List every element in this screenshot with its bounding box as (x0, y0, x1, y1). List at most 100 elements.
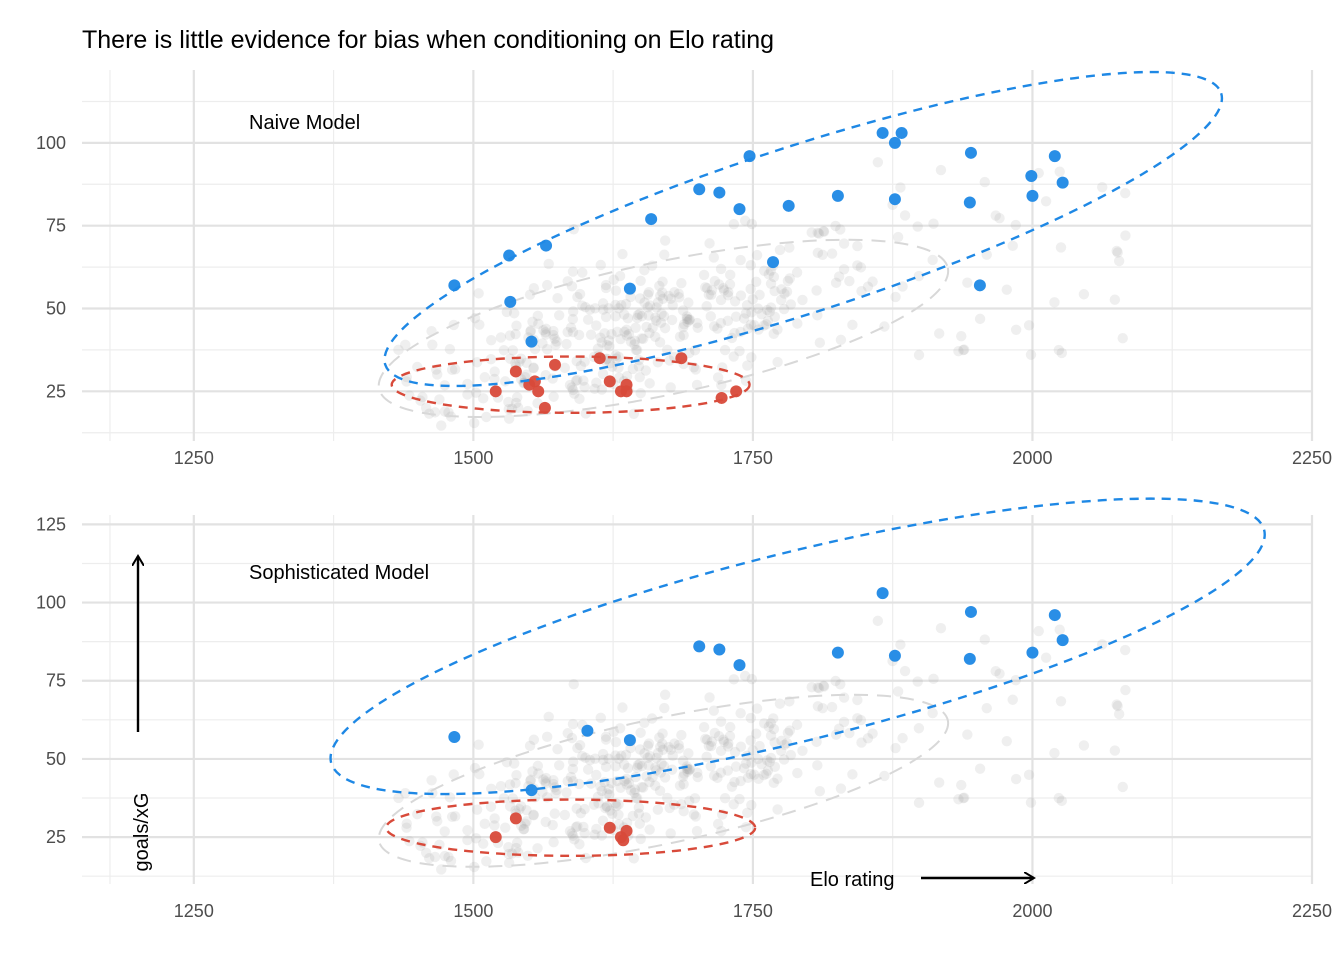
background-point (692, 317, 703, 329)
background-point (835, 679, 846, 690)
background-point (791, 267, 803, 278)
high-point (895, 126, 908, 139)
background-point (708, 770, 720, 781)
background-point (784, 273, 795, 284)
background-point (1055, 242, 1067, 253)
background-point (579, 827, 590, 839)
background-point (513, 847, 524, 858)
background-point (642, 302, 653, 313)
background-point (774, 244, 786, 256)
background-point (600, 731, 612, 743)
background-point (604, 341, 615, 352)
background-point (634, 308, 645, 320)
background-point (562, 775, 573, 787)
background-point (489, 813, 500, 824)
high-point (876, 587, 889, 600)
high-point (963, 652, 976, 665)
background-point (567, 266, 579, 277)
background-point (568, 678, 579, 690)
background-point (559, 809, 570, 821)
background-point (436, 420, 447, 431)
background-point (474, 768, 485, 780)
background-point (601, 339, 613, 351)
background-point (651, 302, 662, 313)
background-point (735, 741, 747, 752)
background-point (589, 753, 601, 764)
background-point (552, 292, 563, 304)
background-point (400, 339, 411, 351)
background-point (769, 311, 781, 323)
background-point (813, 228, 825, 239)
background-point (722, 765, 733, 776)
background-point (585, 778, 597, 789)
background-point (724, 731, 736, 742)
background-point (582, 764, 594, 775)
background-point (781, 286, 793, 297)
background-point (765, 718, 777, 729)
background-point (620, 749, 632, 760)
background-point (611, 800, 622, 812)
background-point (574, 393, 585, 405)
background-point (979, 634, 990, 645)
background-point (603, 303, 614, 314)
low-point (715, 391, 728, 404)
background-point (643, 287, 655, 298)
background-point (730, 761, 742, 772)
background-point (462, 824, 473, 836)
background-point (768, 723, 780, 735)
background-point (990, 210, 1001, 221)
background-point (574, 740, 586, 751)
background-point (647, 322, 658, 333)
background-point (776, 284, 787, 295)
background-point (761, 768, 772, 780)
background-point (1010, 324, 1022, 336)
background-point (784, 725, 795, 736)
background-point (420, 847, 432, 858)
background-point (630, 322, 641, 333)
background-point (667, 300, 678, 311)
background-point (765, 730, 777, 741)
background-point (669, 738, 680, 749)
background-point (404, 390, 415, 401)
background-point (651, 315, 662, 326)
background-point (525, 325, 537, 336)
background-point (682, 314, 693, 325)
background-point (818, 681, 830, 692)
background-point (1097, 182, 1108, 193)
background-point (566, 281, 578, 292)
background-point (1056, 347, 1067, 359)
background-point (746, 352, 757, 363)
background-point (704, 238, 715, 249)
background-point (933, 328, 945, 339)
background-point (572, 374, 583, 386)
background-point (729, 327, 740, 339)
background-point (835, 783, 847, 794)
background-point (562, 728, 573, 739)
background-point (745, 769, 757, 780)
background-point (429, 851, 441, 863)
background-point (567, 313, 579, 325)
background-point (632, 309, 644, 321)
background-point (912, 676, 923, 687)
background-point (776, 735, 787, 747)
background-point (577, 267, 588, 278)
background-point (990, 665, 1001, 677)
high-ellipse (329, 497, 1266, 796)
background-point (688, 809, 700, 820)
background-point (570, 375, 582, 387)
background-point (591, 320, 602, 331)
high-point (713, 643, 726, 656)
background-point (935, 622, 947, 634)
background-point (470, 387, 482, 398)
background-point (432, 369, 443, 380)
background-point (768, 271, 780, 283)
background-point (449, 364, 461, 375)
background-point (610, 736, 622, 748)
background-point (548, 775, 559, 786)
background-point (623, 328, 635, 340)
background-point (540, 776, 551, 787)
background-point (958, 792, 970, 803)
high-point (525, 784, 538, 797)
low-ellipse (384, 798, 757, 858)
background-point (751, 728, 762, 739)
